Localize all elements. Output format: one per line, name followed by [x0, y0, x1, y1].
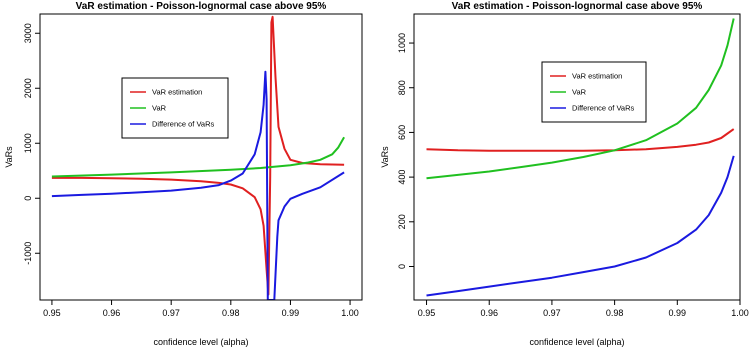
series-group	[51, 15, 345, 300]
x-tick-label: 0.98	[606, 308, 624, 318]
x-tick-label: 0.96	[480, 308, 498, 318]
chart-title: VaR estimation - Poisson-lognormal case …	[76, 1, 327, 12]
series-line-var-estimation	[426, 128, 735, 152]
x-tick-label: 1.00	[731, 308, 749, 318]
chart-left: VaR estimation - Poisson-lognormal case …	[4, 1, 363, 347]
chart-title: VaR estimation - Poisson-lognormal case …	[452, 1, 703, 12]
series-line-difference-of-vars	[426, 155, 735, 297]
series-line-var-estimation	[51, 15, 345, 296]
y-tick-label: 1000	[23, 133, 33, 153]
series-group	[426, 18, 735, 297]
y-tick-label: 400	[397, 170, 407, 185]
x-tick-label: 0.96	[103, 308, 121, 318]
y-tick-label: -1000	[23, 242, 33, 265]
x-axis-label: confidence level (alpha)	[153, 337, 248, 347]
plot-frame	[413, 13, 741, 301]
y-tick-label: 3000	[23, 23, 33, 43]
y-tick-label: 0	[397, 264, 407, 269]
legend-label: VaR estimation	[572, 72, 622, 81]
series-line-difference-of-vars	[51, 70, 345, 300]
legend-label: VaR estimation	[152, 88, 202, 97]
x-tick-label: 0.98	[222, 308, 240, 318]
series-line-var	[51, 136, 345, 178]
x-tick-label: 0.95	[43, 308, 61, 318]
x-tick-label: 1.00	[341, 308, 359, 318]
y-tick-label: 800	[397, 80, 407, 95]
legend: VaR estimation VaR Difference of VaRs	[121, 77, 229, 139]
series-line-var	[426, 18, 735, 180]
legend-label: VaR	[152, 104, 167, 113]
y-tick-label: 0	[23, 196, 33, 201]
x-tick-label: 0.99	[282, 308, 300, 318]
x-tick-label: 0.97	[162, 308, 180, 318]
y-axis-label: VaRs	[4, 146, 14, 168]
legend: VaR estimation VaR Difference of VaRs	[541, 61, 647, 123]
y-tick-label: 200	[397, 214, 407, 229]
legend-label: Difference of VaRs	[572, 104, 635, 113]
x-tick-label: 0.97	[543, 308, 561, 318]
y-tick-label: 1000	[397, 33, 407, 53]
y-axis-label: VaRs	[380, 146, 390, 168]
x-tick-label: 0.95	[418, 308, 436, 318]
y-tick-label: 600	[397, 125, 407, 140]
x-tick-label: 0.99	[669, 308, 687, 318]
x-axis-label: confidence level (alpha)	[529, 337, 624, 347]
plot-frame	[39, 13, 363, 301]
y-tick-label: 2000	[23, 78, 33, 98]
legend-label: Difference of VaRs	[152, 120, 215, 129]
legend-label: VaR	[572, 88, 587, 97]
chart-right: VaR estimation - Poisson-lognormal case …	[380, 1, 749, 347]
